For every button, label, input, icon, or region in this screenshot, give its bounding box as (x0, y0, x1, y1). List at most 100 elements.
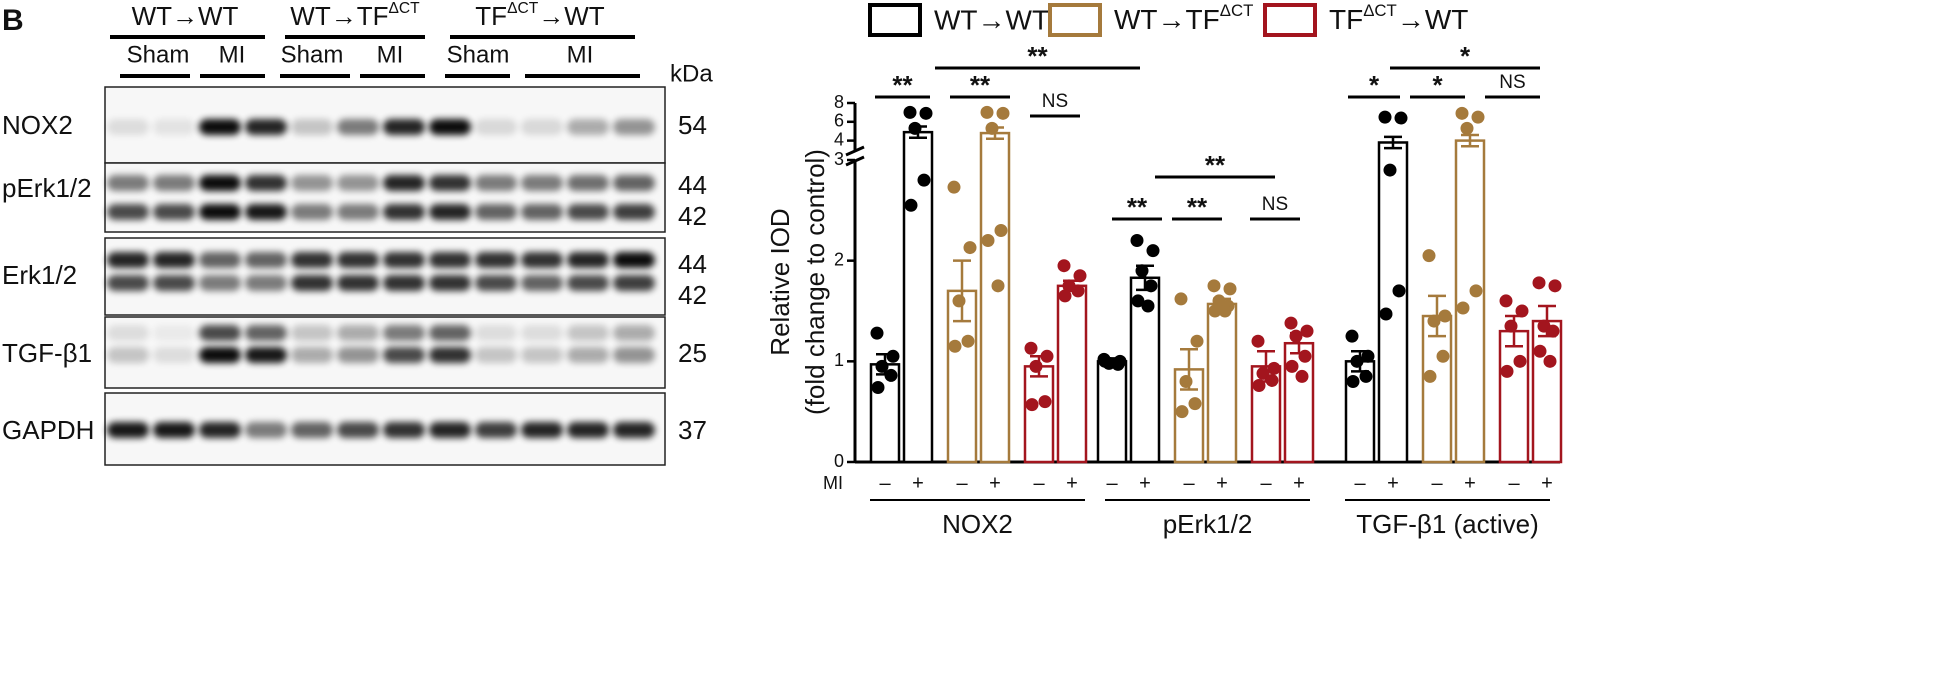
blot-band (613, 347, 655, 363)
blot-band (245, 119, 287, 135)
blot-band (199, 119, 241, 135)
data-point (1218, 304, 1232, 318)
blot-band (475, 175, 517, 191)
data-point (1515, 304, 1529, 318)
blot-condition-label: MI (377, 41, 404, 68)
blot-band (567, 119, 609, 135)
blot-band (613, 325, 655, 341)
data-point (917, 173, 931, 187)
significance-label: NS (1499, 72, 1525, 93)
blot-band (429, 175, 471, 191)
data-point (1208, 304, 1222, 318)
error-bar (953, 259, 971, 323)
blot-band (107, 347, 149, 363)
blot-band (107, 204, 149, 220)
significance-label: * (1432, 70, 1443, 100)
data-point (1513, 354, 1527, 368)
blot-condition-label: MI (219, 41, 246, 68)
blot-band (199, 347, 241, 363)
data-point (1038, 395, 1052, 409)
mi-state: + (1387, 472, 1399, 494)
blot-kda: 42 (678, 201, 707, 231)
blot-band (567, 175, 609, 191)
blot-band (521, 422, 563, 438)
data-point (963, 241, 977, 255)
blot-band (429, 252, 471, 268)
blot-band (521, 347, 563, 363)
y-tick-label: 3 (834, 149, 844, 169)
mi-state: – (1354, 472, 1366, 494)
blot-band (521, 275, 563, 291)
blot-group-label: WT→WT (132, 1, 239, 31)
data-point (1207, 279, 1221, 293)
significance-label: ** (970, 70, 991, 100)
blot-band (337, 325, 379, 341)
data-point (1058, 289, 1072, 303)
blot-band (107, 325, 149, 341)
bar (979, 131, 1011, 464)
data-point (1130, 234, 1144, 248)
data-point (903, 105, 917, 119)
data-point (948, 339, 962, 353)
data-point (1346, 374, 1360, 388)
significance-label: NS (1262, 194, 1288, 215)
data-point (991, 279, 1005, 293)
y-tick-label: 8 (834, 92, 844, 112)
data-point (1144, 279, 1158, 293)
data-point (1251, 334, 1265, 348)
mi-state: + (1464, 472, 1476, 494)
data-point (1427, 314, 1441, 328)
data-point (1223, 282, 1237, 296)
blot-band (429, 204, 471, 220)
y-axis-label: (fold change to control) (800, 149, 830, 415)
blot-membrane (104, 162, 666, 233)
data-point (952, 294, 966, 308)
data-point (947, 180, 961, 194)
data-point (1532, 276, 1546, 290)
blot-band (291, 204, 333, 220)
blot-band (475, 275, 517, 291)
blot-band (245, 422, 287, 438)
blot-band (337, 204, 379, 220)
blot-band (107, 275, 149, 291)
significance-label: ** (1127, 192, 1148, 222)
data-point (980, 105, 994, 119)
blot-band (107, 252, 149, 268)
y-axis-label: Relative IOD (765, 208, 795, 355)
blot-band (475, 422, 517, 438)
blot-band (383, 119, 425, 135)
group-label: pErk1/2 (1163, 509, 1253, 539)
data-point (1057, 259, 1071, 273)
data-point (904, 198, 918, 212)
blot-condition-label: MI (567, 41, 594, 68)
blot-band (153, 422, 195, 438)
blot-group-label: TFΔCT→WT (475, 0, 605, 31)
mi-label: MI (823, 473, 843, 493)
blot-band (153, 325, 195, 341)
bar (1056, 284, 1088, 464)
blot-condition-label: Sham (281, 41, 344, 68)
data-point (1025, 398, 1039, 412)
data-point (1379, 307, 1393, 321)
blot-kda: 42 (678, 280, 707, 310)
blot-band (613, 275, 655, 291)
data-point (1188, 397, 1202, 411)
data-point (1394, 111, 1408, 125)
data-point (1422, 249, 1436, 263)
data-point (1383, 163, 1397, 177)
y-tick-label: 1 (834, 350, 844, 370)
data-point (1040, 349, 1054, 363)
blot-band (337, 347, 379, 363)
blot-row-label: Erk1/2 (2, 260, 77, 290)
data-point (1267, 361, 1281, 375)
blot-band (383, 175, 425, 191)
data-point (1378, 110, 1392, 124)
significance-label: ** (1027, 41, 1048, 71)
data-point (1361, 349, 1375, 363)
blot-band (567, 325, 609, 341)
data-point (1285, 359, 1299, 373)
blot-band (199, 325, 241, 341)
data-point (870, 326, 884, 340)
blot-band (291, 252, 333, 268)
